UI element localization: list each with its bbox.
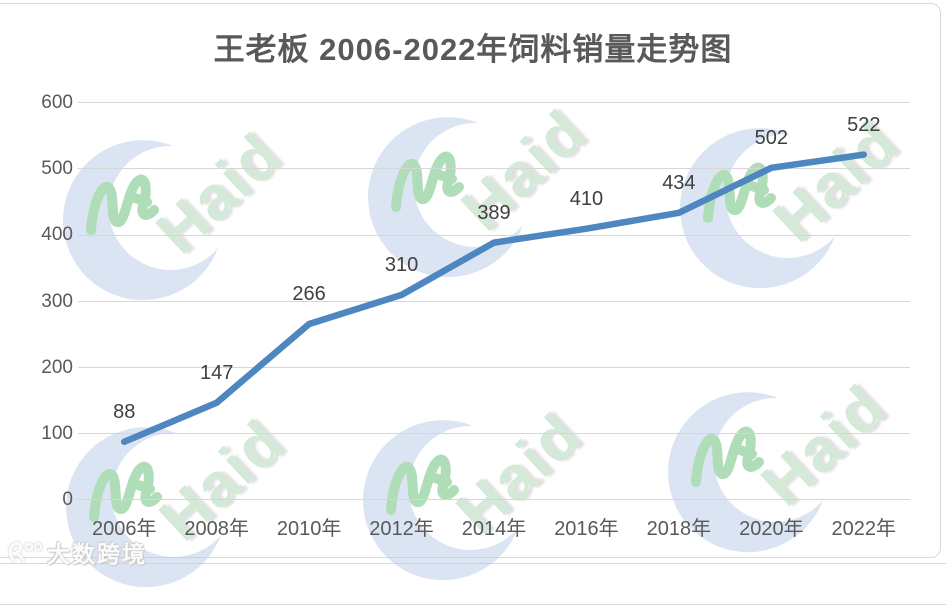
data-label: 88 xyxy=(113,400,136,423)
data-label: 502 xyxy=(754,126,789,149)
data-label: 266 xyxy=(292,282,326,305)
data-label: 434 xyxy=(662,171,696,194)
x-axis-label: 2022年 xyxy=(831,518,897,540)
data-label: 522 xyxy=(847,113,881,136)
y-axis-label: 600 xyxy=(41,92,73,113)
plot-area: 0 100 200 300 400 500 600 2006年 2008年 2010年 2012年 2… xyxy=(41,92,910,540)
gridline xyxy=(78,366,910,368)
data-label: 147 xyxy=(199,361,234,384)
gridline xyxy=(78,300,910,302)
chart-title: 王老板 2006-2022年饲料销量走势图 xyxy=(213,32,733,67)
dashu-watermark: 大数跨境 xyxy=(6,535,147,569)
x-axis-label: 2010年 xyxy=(276,518,342,540)
adjacent-card-edge xyxy=(0,563,946,605)
data-label: 389 xyxy=(477,201,511,224)
y-axis-label: 200 xyxy=(41,356,73,378)
gridline xyxy=(78,102,910,104)
line-series-path xyxy=(120,151,868,446)
data-label: 410 xyxy=(569,187,604,210)
sales-line-series xyxy=(120,151,868,446)
dashu-watermark-text: 大数跨境 xyxy=(47,541,147,567)
dashu-logo-icon xyxy=(8,542,42,563)
data-label: 310 xyxy=(384,253,419,276)
y-axis-label: 100 xyxy=(41,422,73,444)
x-axis-label: 2016年 xyxy=(554,518,619,540)
